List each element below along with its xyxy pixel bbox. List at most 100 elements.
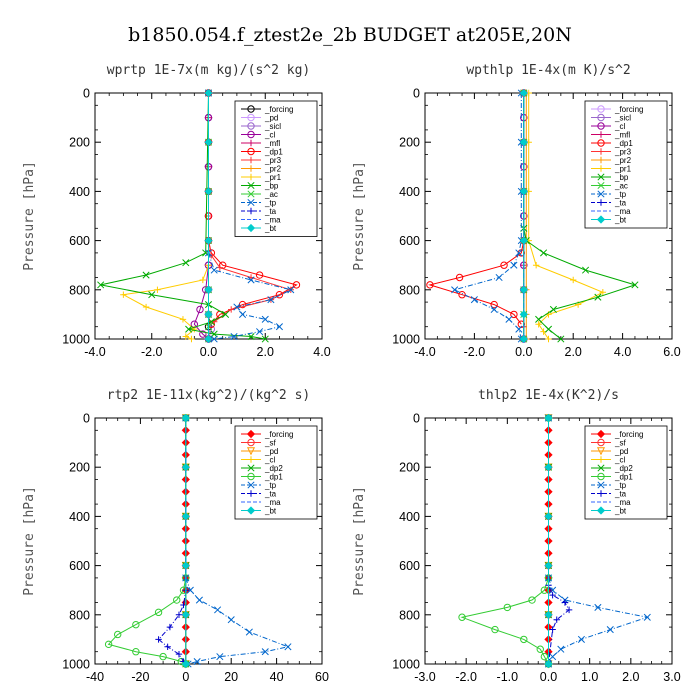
wprtp-point-dp1 bbox=[255, 271, 264, 279]
wprtp-point-bp bbox=[148, 291, 156, 299]
wprtp-legend-marker bbox=[247, 207, 255, 215]
rtp2-xtick-label: 40 bbox=[270, 670, 284, 684]
wpthlp-legend-marker bbox=[596, 215, 606, 224]
rtp2-markers-bt bbox=[181, 413, 190, 669]
thlp2-point-bt bbox=[544, 512, 553, 521]
wpthlp-point-bp bbox=[540, 249, 548, 257]
thlp2-point-dp1 bbox=[540, 652, 549, 661]
wprtp-legend-label: _sicl bbox=[264, 122, 281, 131]
thlp2-point-ta bbox=[565, 606, 573, 614]
wprtp-point-tp bbox=[247, 276, 255, 284]
thlp2-legend-label: _tp bbox=[614, 481, 627, 490]
wpthlp-markers-bp bbox=[520, 89, 639, 343]
wprtp-legend-label: _bt bbox=[264, 224, 277, 233]
wprtp-point-pr1 bbox=[120, 291, 127, 298]
wprtp-legend-marker bbox=[246, 223, 256, 233]
thlp2-panel: thlp2 1E-4x(K^2)/s Pressure [hPa] 0 200 400 6… bbox=[352, 388, 681, 684]
wpthlp-point-pr1 bbox=[599, 289, 607, 296]
wprtp-legend-label: _pr2 bbox=[264, 165, 282, 174]
wprtp-legend-label: _ma bbox=[264, 216, 281, 225]
wprtp-point-bt bbox=[204, 88, 213, 98]
rtp2-legend-marker bbox=[247, 472, 255, 481]
rtp2-legend-marker bbox=[247, 490, 255, 497]
thlp2-legend-label: _cl bbox=[614, 456, 625, 465]
thlp2-legend-marker bbox=[597, 472, 605, 481]
wprtp-point-bp bbox=[221, 310, 230, 318]
wprtp-panel: wprtp 1E-7x(m kg)/(s^2 kg) Pressure [hPa]… bbox=[22, 63, 331, 359]
wpthlp-legend-label: _ta bbox=[614, 199, 627, 208]
thlp2-point-dp1 bbox=[528, 596, 536, 604]
thlp2-markers-bt bbox=[544, 413, 553, 669]
wpthlp-series-group bbox=[426, 88, 639, 344]
wpthlp-panel: wpthlp 1E-4x(m K)/s^2 Pressure [hPa] 0 200 4… bbox=[352, 63, 681, 359]
wpthlp-legend-marker bbox=[597, 181, 605, 190]
wpthlp-point-dp1 bbox=[455, 273, 464, 282]
wprtp-point-tp bbox=[210, 266, 218, 274]
rtp2-series-dp1 bbox=[107, 418, 187, 665]
thlp2-point-bt bbox=[544, 413, 553, 423]
wpthlp-ylabel: Pressure [hPa] bbox=[352, 161, 367, 271]
wpthlp-legend-marker bbox=[597, 173, 605, 181]
thlp2-point-dp1 bbox=[540, 586, 549, 594]
wprtp-point-pr1 bbox=[179, 316, 187, 323]
rtp2-xtick-label: 60 bbox=[315, 670, 329, 684]
thlp2-legend-label: _dp1 bbox=[614, 473, 633, 482]
thlp2-series-group bbox=[458, 413, 651, 669]
thlp2-legend-marker bbox=[596, 429, 606, 439]
rtp2-legend-marker bbox=[246, 447, 256, 456]
wprtp-series-group bbox=[97, 88, 301, 344]
wprtp-point-tp bbox=[233, 303, 241, 311]
rtp2-point-tp bbox=[195, 596, 203, 604]
wprtp-point-pr3 bbox=[228, 306, 235, 313]
wprtp-point-pr1 bbox=[142, 303, 150, 311]
thlp2-legend-marker bbox=[597, 464, 605, 472]
rtp2-point-tp bbox=[245, 628, 253, 636]
figure-title: b1850.054.f_ztest2e_2b BUDGET at205E,20N bbox=[128, 24, 572, 46]
thlp2-xtick-label: -1.0 bbox=[497, 670, 519, 684]
wpthlp-ytick-label: 0 bbox=[413, 87, 420, 101]
rtp2-markers-dp1 bbox=[104, 414, 190, 668]
rtp2-point-ta bbox=[175, 650, 183, 658]
wprtp-legend-label: _pr1 bbox=[264, 173, 282, 182]
wprtp-point-tp bbox=[275, 323, 283, 331]
wprtp-point-bt bbox=[204, 138, 213, 147]
thlp2-ytick-label: 600 bbox=[399, 559, 420, 573]
wprtp-point-bp bbox=[207, 318, 215, 326]
rtp2-point-tp bbox=[186, 586, 194, 594]
wpthlp-point-dp1 bbox=[517, 249, 526, 257]
wpthlp-markers-tp bbox=[451, 89, 525, 343]
wpthlp-legend-label: _pr3 bbox=[614, 148, 632, 157]
wprtp-legend-label: _ac bbox=[264, 190, 278, 199]
wpthlp-legend-box bbox=[584, 100, 668, 229]
wprtp-legend-label: _mfl bbox=[264, 139, 280, 148]
wpthlp-point-pr1 bbox=[545, 335, 552, 343]
thlp2-legend-marker bbox=[596, 506, 606, 515]
wprtp-point-bt bbox=[204, 310, 213, 319]
wpthlp-legend-marker bbox=[597, 156, 605, 164]
rtp2-point-bt bbox=[181, 610, 190, 619]
wprtp-legend-marker bbox=[247, 105, 255, 113]
wpthlp-ytick-label: 800 bbox=[399, 283, 420, 297]
thlp2-point-tp bbox=[643, 613, 651, 621]
rtp2-point-bt bbox=[181, 561, 190, 570]
wpthlp-legend-marker bbox=[597, 122, 605, 130]
rtp2-ytick-label: 200 bbox=[69, 461, 90, 475]
wpthlp-point-tp bbox=[451, 286, 459, 294]
wprtp-markers-tp bbox=[204, 89, 295, 343]
rtp2-legend-label: _bt bbox=[264, 507, 277, 516]
wprtp-point-tp bbox=[210, 335, 218, 343]
wprtp-point-pr1 bbox=[188, 335, 195, 343]
wprtp-point-pr1 bbox=[199, 276, 207, 284]
wprtp-point-bp bbox=[185, 325, 193, 333]
wpthlp-legend-label: _ma bbox=[614, 207, 631, 216]
wprtp-ytick-label: 0 bbox=[83, 87, 90, 101]
wpthlp-legend-marker bbox=[597, 131, 605, 138]
rtp2-point-tp bbox=[193, 657, 201, 666]
wpthlp-legend-label: _pr1 bbox=[614, 165, 632, 174]
thlp2-legend-marker bbox=[597, 438, 605, 447]
rtp2-ytick-label: 1000 bbox=[62, 658, 90, 672]
thlp2-point-bt bbox=[544, 561, 553, 570]
wpthlp-xtick-label: 4.0 bbox=[614, 345, 631, 359]
wprtp-point-tp bbox=[238, 310, 247, 318]
wpthlp-xtick-label: -4.0 bbox=[414, 345, 436, 359]
